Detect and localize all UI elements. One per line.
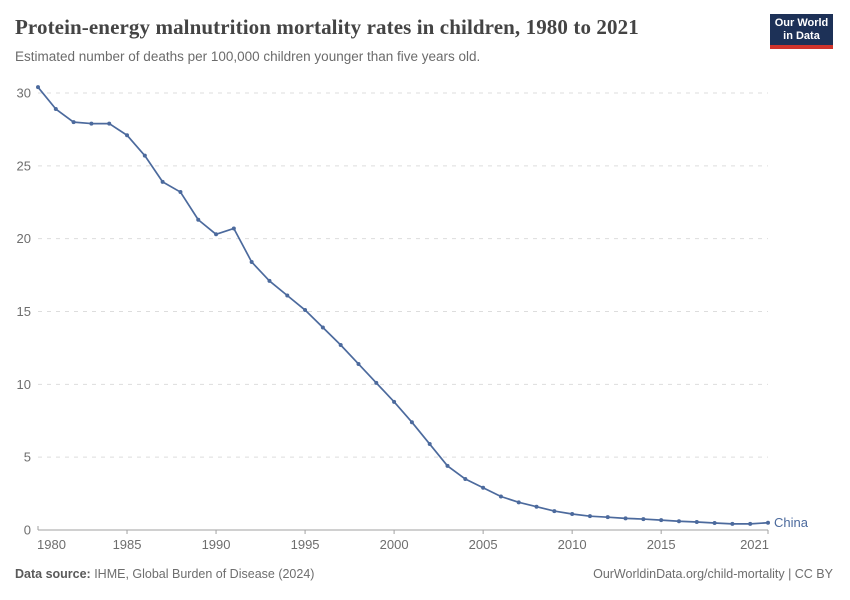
data-point[interactable] (481, 485, 486, 490)
x-tick-label: 2015 (647, 537, 676, 552)
data-point[interactable] (498, 494, 503, 499)
series-line-china[interactable] (37, 86, 769, 525)
data-point[interactable] (409, 420, 414, 425)
chart-subtitle: Estimated number of deaths per 100,000 c… (15, 49, 481, 64)
chart-title: Protein-energy malnutrition mortality ra… (15, 15, 639, 39)
data-point[interactable] (392, 399, 397, 404)
y-tick-label: 30 (17, 86, 31, 101)
owid-logo-line2: in Data (783, 29, 820, 42)
data-point[interactable] (516, 500, 521, 505)
data-point[interactable] (320, 325, 325, 330)
owid-logo-line1: Our World (774, 16, 829, 29)
data-point[interactable] (605, 515, 610, 520)
y-tick-label: 10 (17, 377, 31, 392)
data-point[interactable] (676, 519, 681, 524)
x-tick-label: 2021 (740, 537, 769, 552)
data-point[interactable] (766, 520, 770, 525)
y-tick-label: 0 (24, 523, 31, 538)
data-point[interactable] (694, 519, 699, 524)
y-tick-label: 5 (24, 450, 31, 465)
data-point[interactable] (641, 517, 646, 522)
data-point[interactable] (356, 361, 361, 366)
data-point[interactable] (231, 226, 236, 231)
x-tick-label: 1980 (37, 537, 66, 552)
data-point[interactable] (125, 133, 130, 138)
data-point[interactable] (463, 477, 468, 482)
data-point[interactable] (303, 308, 308, 313)
data-point[interactable] (374, 380, 379, 385)
data-source-text: IHME, Global Burden of Disease (2024) (90, 567, 315, 581)
data-point[interactable] (196, 217, 201, 222)
data-point[interactable] (338, 343, 343, 348)
y-tick-label: 25 (17, 158, 31, 173)
x-tick-label: 2010 (558, 537, 587, 552)
data-point[interactable] (730, 521, 735, 526)
y-tick-label: 15 (17, 304, 31, 319)
data-point[interactable] (160, 179, 165, 184)
data-point[interactable] (214, 232, 219, 237)
data-source-note: Data source: IHME, Global Burden of Dise… (15, 567, 314, 581)
data-point[interactable] (748, 521, 753, 526)
data-point[interactable] (712, 521, 717, 526)
data-point[interactable] (623, 516, 628, 521)
data-point[interactable] (249, 259, 254, 264)
x-tick-label: 1990 (202, 537, 231, 552)
series-end-label[interactable]: China (774, 515, 809, 530)
chart-footer: Data source: IHME, Global Burden of Dise… (15, 567, 833, 581)
owid-logo[interactable]: Our World in Data (770, 14, 833, 49)
owid-cc-link[interactable]: OurWorldinData.org/child-mortality | CC … (593, 567, 833, 581)
data-point[interactable] (71, 120, 76, 125)
data-point[interactable] (534, 504, 539, 509)
data-point[interactable] (427, 442, 432, 447)
x-tick-label: 1985 (113, 537, 142, 552)
data-source-label: Data source: (15, 567, 91, 581)
data-point[interactable] (659, 518, 664, 523)
data-point[interactable] (552, 509, 557, 514)
x-tick-label: 1995 (291, 537, 320, 552)
data-point[interactable] (178, 190, 183, 195)
data-point[interactable] (570, 511, 575, 516)
data-point[interactable] (107, 121, 112, 126)
x-tick-label: 2005 (469, 537, 498, 552)
data-point[interactable] (445, 463, 450, 468)
data-point[interactable] (36, 85, 40, 90)
data-point[interactable] (587, 514, 592, 519)
data-point[interactable] (285, 293, 290, 298)
data-point[interactable] (53, 107, 58, 112)
x-tick-label: 2000 (380, 537, 409, 552)
data-point[interactable] (267, 278, 272, 283)
data-point[interactable] (89, 121, 94, 126)
y-tick-label: 20 (17, 231, 31, 246)
data-point[interactable] (142, 153, 147, 158)
